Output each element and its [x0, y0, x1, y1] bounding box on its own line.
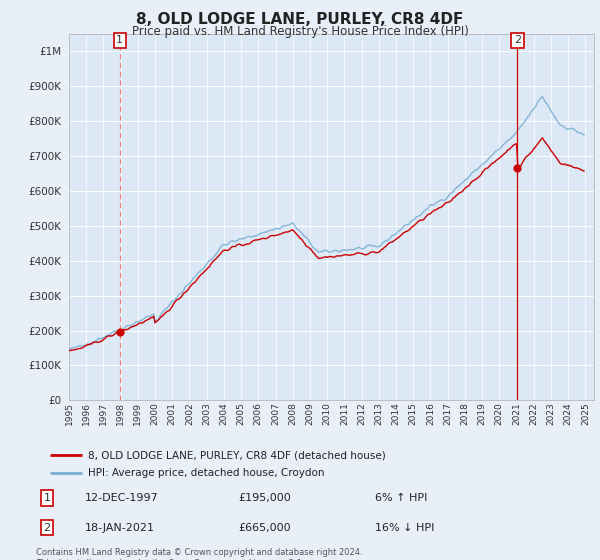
Text: 1995: 1995: [65, 402, 74, 426]
Text: 2017: 2017: [443, 402, 452, 425]
Text: 1999: 1999: [133, 402, 142, 426]
Text: 2: 2: [43, 522, 50, 533]
Text: 12-DEC-1997: 12-DEC-1997: [85, 493, 159, 503]
Text: 2014: 2014: [392, 402, 401, 425]
Text: 1: 1: [116, 35, 123, 45]
Text: 1998: 1998: [116, 402, 125, 426]
Text: 8, OLD LODGE LANE, PURLEY, CR8 4DF (detached house): 8, OLD LODGE LANE, PURLEY, CR8 4DF (deta…: [88, 450, 386, 460]
Text: 8, OLD LODGE LANE, PURLEY, CR8 4DF: 8, OLD LODGE LANE, PURLEY, CR8 4DF: [136, 12, 464, 27]
Text: Price paid vs. HM Land Registry's House Price Index (HPI): Price paid vs. HM Land Registry's House …: [131, 25, 469, 38]
Text: 2007: 2007: [271, 402, 280, 425]
Text: 2000: 2000: [151, 402, 160, 425]
Text: 16% ↓ HPI: 16% ↓ HPI: [374, 522, 434, 533]
Text: 1997: 1997: [99, 402, 108, 426]
Text: HPI: Average price, detached house, Croydon: HPI: Average price, detached house, Croy…: [88, 468, 325, 478]
Text: 2011: 2011: [340, 402, 349, 425]
Text: 2025: 2025: [581, 402, 590, 425]
Text: £665,000: £665,000: [238, 522, 290, 533]
Text: 2009: 2009: [305, 402, 314, 425]
Text: 2013: 2013: [374, 402, 383, 425]
Text: Contains HM Land Registry data © Crown copyright and database right 2024.
This d: Contains HM Land Registry data © Crown c…: [36, 548, 362, 560]
Text: 1996: 1996: [82, 402, 91, 426]
Text: 2019: 2019: [478, 402, 487, 425]
Text: 2003: 2003: [202, 402, 211, 425]
Text: 2020: 2020: [495, 402, 504, 425]
Text: 2018: 2018: [460, 402, 469, 425]
Text: 6% ↑ HPI: 6% ↑ HPI: [374, 493, 427, 503]
Text: 2024: 2024: [563, 402, 572, 425]
Text: 2002: 2002: [185, 402, 194, 425]
Text: 2023: 2023: [547, 402, 556, 425]
Text: 18-JAN-2021: 18-JAN-2021: [85, 522, 155, 533]
Text: 2012: 2012: [357, 402, 366, 425]
Text: 2015: 2015: [409, 402, 418, 425]
Text: 2010: 2010: [323, 402, 332, 425]
Text: 2005: 2005: [236, 402, 245, 425]
Text: 2001: 2001: [168, 402, 177, 425]
Text: 1: 1: [43, 493, 50, 503]
Text: 2022: 2022: [529, 402, 538, 425]
Text: 2008: 2008: [288, 402, 297, 425]
Text: 2016: 2016: [426, 402, 435, 425]
Text: 2021: 2021: [512, 402, 521, 425]
Point: [512, 164, 522, 172]
Text: 2004: 2004: [220, 402, 229, 425]
Point: [115, 328, 125, 337]
Text: 2: 2: [514, 35, 521, 45]
Text: £195,000: £195,000: [238, 493, 291, 503]
Text: 2006: 2006: [254, 402, 263, 425]
